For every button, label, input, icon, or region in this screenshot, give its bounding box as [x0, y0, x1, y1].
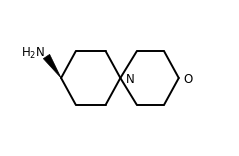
Text: N: N	[126, 73, 135, 86]
Text: H$_2$N: H$_2$N	[22, 46, 46, 61]
Polygon shape	[43, 54, 61, 78]
Text: O: O	[183, 73, 192, 86]
